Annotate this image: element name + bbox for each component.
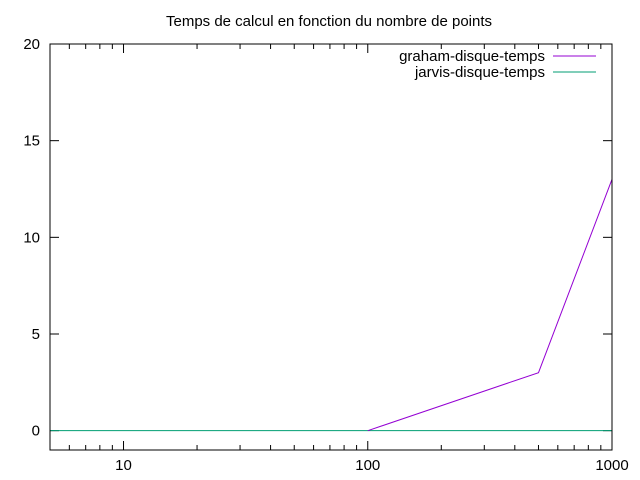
legend-label: graham-disque-temps	[399, 48, 545, 65]
series-lines	[50, 179, 613, 432]
y-tick-label: 20	[23, 36, 40, 53]
x-tick-label: 100	[355, 457, 380, 474]
y-tick-label: 5	[32, 326, 40, 343]
ticks	[49, 43, 613, 450]
y-tick-label: 15	[23, 133, 40, 150]
plot-border	[49, 43, 613, 451]
legend-label: jarvis-disque-temps	[414, 64, 545, 81]
y-tick-label: 0	[32, 423, 40, 440]
x-tick-label: 10	[115, 457, 132, 474]
series-line-graham-disque-temps	[367, 179, 613, 432]
x-tick-label: 1000	[595, 457, 628, 474]
tick-labels: 0 5 10 15 20 10 100 1000	[23, 36, 628, 474]
y-tick-label: 10	[23, 229, 40, 246]
chart-title: Temps de calcul en fonction du nombre de…	[166, 13, 492, 30]
